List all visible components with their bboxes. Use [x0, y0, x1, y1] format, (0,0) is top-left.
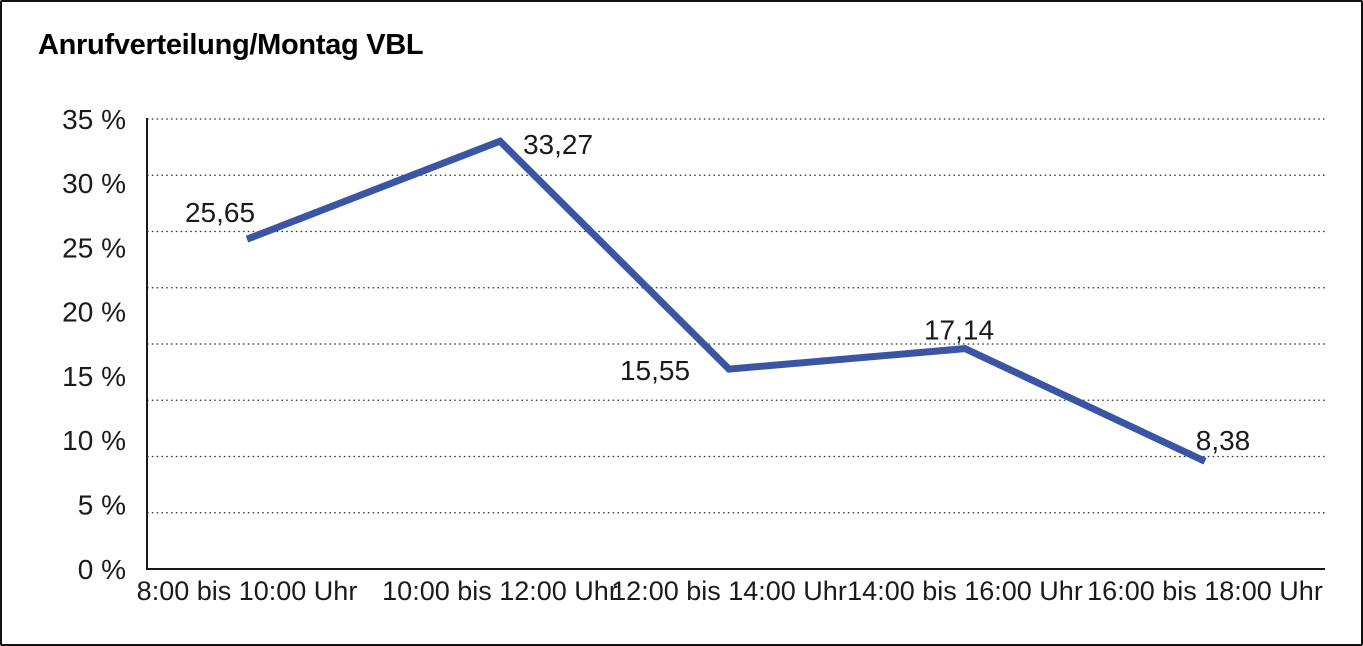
x-tick-label: 14:00 bis 16:00 Uhr — [847, 576, 1083, 606]
point-value-label: 15,55 — [620, 355, 690, 386]
point-value-label: 17,14 — [924, 314, 994, 345]
y-tick-label: 15 % — [62, 361, 126, 392]
y-tick-label: 0 % — [78, 554, 126, 585]
x-tick-label: 16:00 bis 18:00 Uhr — [1087, 576, 1323, 606]
point-value-label: 33,27 — [523, 129, 593, 160]
y-tick-label: 20 % — [62, 297, 126, 328]
y-tick-label: 35 % — [62, 104, 126, 135]
data-line — [245, 137, 1207, 465]
y-tick-label: 30 % — [62, 168, 126, 199]
point-value-label: 25,65 — [185, 197, 255, 228]
chart-title: Anrufverteilung/Montag VBL — [38, 29, 424, 61]
x-tick-label: 12:00 bis 14:00 Uhr — [611, 576, 847, 606]
y-tick-label: 10 % — [62, 425, 126, 456]
x-tick-label: 8:00 bis 10:00 Uhr — [137, 576, 358, 606]
y-tick-label: 25 % — [62, 232, 126, 263]
x-tick-label: 10:00 bis 12:00 Uhr — [382, 576, 618, 606]
point-value-label: 8,38 — [1196, 425, 1251, 456]
y-tick-label: 5 % — [78, 490, 126, 521]
